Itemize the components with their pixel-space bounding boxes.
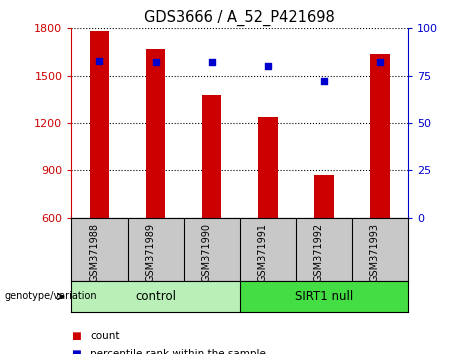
Bar [240,281,408,312]
Point [320,79,327,84]
Point [96,58,103,63]
Text: GSM371990: GSM371990 [201,223,212,282]
Bar [71,281,240,312]
Bar [314,175,334,218]
Text: count: count [90,331,119,341]
Text: percentile rank within the sample: percentile rank within the sample [90,349,266,354]
Text: GSM371991: GSM371991 [258,223,268,282]
Text: genotype/variation: genotype/variation [5,291,97,302]
Title: GDS3666 / A_52_P421698: GDS3666 / A_52_P421698 [144,9,335,25]
Text: ■: ■ [71,349,81,354]
Text: GSM371992: GSM371992 [314,223,324,282]
Bar [258,117,278,218]
Text: SIRT1 null: SIRT1 null [295,290,353,303]
Text: GSM371988: GSM371988 [89,223,100,282]
Bar [370,53,390,218]
Point [152,59,160,65]
Point [208,59,215,65]
Text: ■: ■ [71,331,81,341]
Text: GSM371993: GSM371993 [370,223,380,282]
Text: control: control [135,290,176,303]
Bar [202,95,221,218]
Bar [146,49,165,218]
Point [264,63,272,69]
Text: GSM371989: GSM371989 [146,223,156,282]
Bar [90,32,109,218]
Point [376,59,384,65]
